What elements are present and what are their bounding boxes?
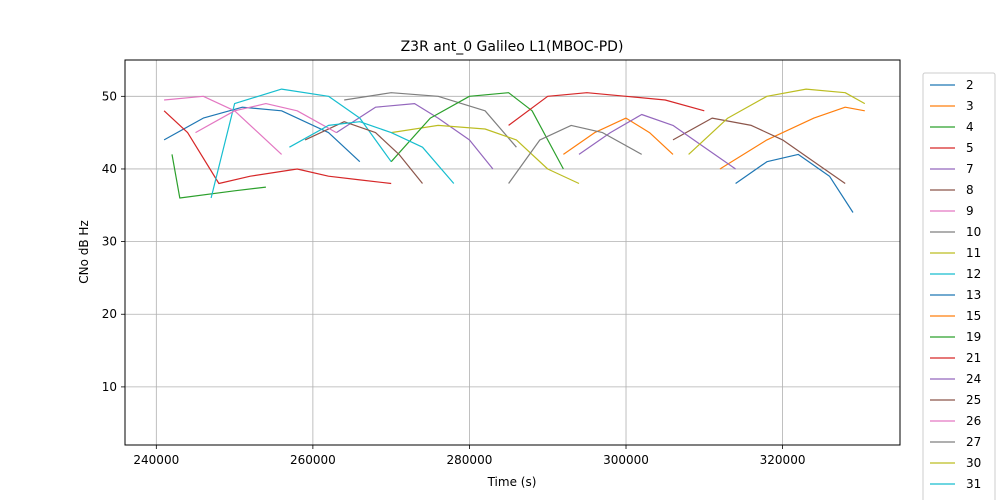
series-line-26 (195, 102, 337, 134)
legend-label-4: 4 (966, 120, 974, 134)
series-line-2 (163, 106, 361, 163)
series-lines (163, 88, 866, 213)
x-tick-label: 260000 (290, 453, 336, 467)
legend-label-33: 33 (966, 498, 981, 500)
series-line-7 (336, 102, 494, 170)
x-tick-label: 280000 (447, 453, 493, 467)
legend-label-7: 7 (966, 162, 974, 176)
x-tick-label: 300000 (603, 453, 649, 467)
legend-label-13: 13 (966, 288, 981, 302)
x-tick-label: 240000 (133, 453, 179, 467)
axes: 240000 260000 280000 300000 320000 10 20 30 40 50 (102, 89, 806, 467)
series-line-4 (171, 154, 266, 199)
series-line-13 (735, 153, 854, 213)
y-tick-label: 50 (102, 89, 117, 103)
series-line-12 (210, 88, 392, 199)
series-line-15 (563, 117, 674, 155)
y-axis-label: CNo dB Hz (77, 220, 91, 284)
series-line-19 (390, 92, 564, 170)
series-line-24 (578, 113, 736, 170)
legend-label-24: 24 (966, 372, 981, 386)
series-line-21 (508, 92, 705, 126)
y-tick-label: 20 (102, 307, 117, 321)
y-tick-label: 40 (102, 162, 117, 176)
legend-label-30: 30 (966, 456, 981, 470)
x-tick-label: 320000 (760, 453, 806, 467)
series-line-9 (164, 95, 283, 155)
chart-title: Z3R ant_0 Galileo L1(MBOC-PD) (401, 39, 624, 55)
series-line-27 (508, 124, 642, 184)
legend-label-25: 25 (966, 393, 981, 407)
y-tick-label: 10 (102, 380, 117, 394)
series-line-30 (688, 88, 866, 155)
legend-label-27: 27 (966, 435, 981, 449)
plot-area-frame (124, 59, 901, 446)
legend-label-19: 19 (966, 330, 981, 344)
x-axis-label: Time (s) (487, 475, 537, 489)
legend-label-5: 5 (966, 141, 974, 155)
legend-label-8: 8 (966, 183, 974, 197)
legend-label-26: 26 (966, 414, 981, 428)
series-line-11 (391, 124, 580, 185)
legend-label-9: 9 (966, 204, 974, 218)
y-tick-label: 30 (102, 235, 117, 249)
series-line-3 (719, 106, 865, 170)
legend-label-31: 31 (966, 477, 981, 491)
legend: 2 3 4 5 7 8 9 10 11 12 13 15 19 21 24 25 26 27 30 31 33 (922, 72, 996, 500)
legend-label-2: 2 (966, 78, 974, 92)
legend-label-11: 11 (966, 246, 981, 260)
legend-label-3: 3 (966, 99, 974, 113)
grid-lines (125, 60, 900, 445)
legend-label-12: 12 (966, 267, 981, 281)
series-line-31 (289, 121, 455, 184)
series-line-8 (672, 117, 846, 184)
series-line-25 (304, 121, 423, 184)
legend-box (922, 72, 996, 500)
legend-label-15: 15 (966, 309, 981, 323)
legend-label-10: 10 (966, 225, 981, 239)
series-line-10 (344, 92, 517, 148)
legend-label-21: 21 (966, 351, 981, 365)
series-line-5 (163, 110, 392, 185)
